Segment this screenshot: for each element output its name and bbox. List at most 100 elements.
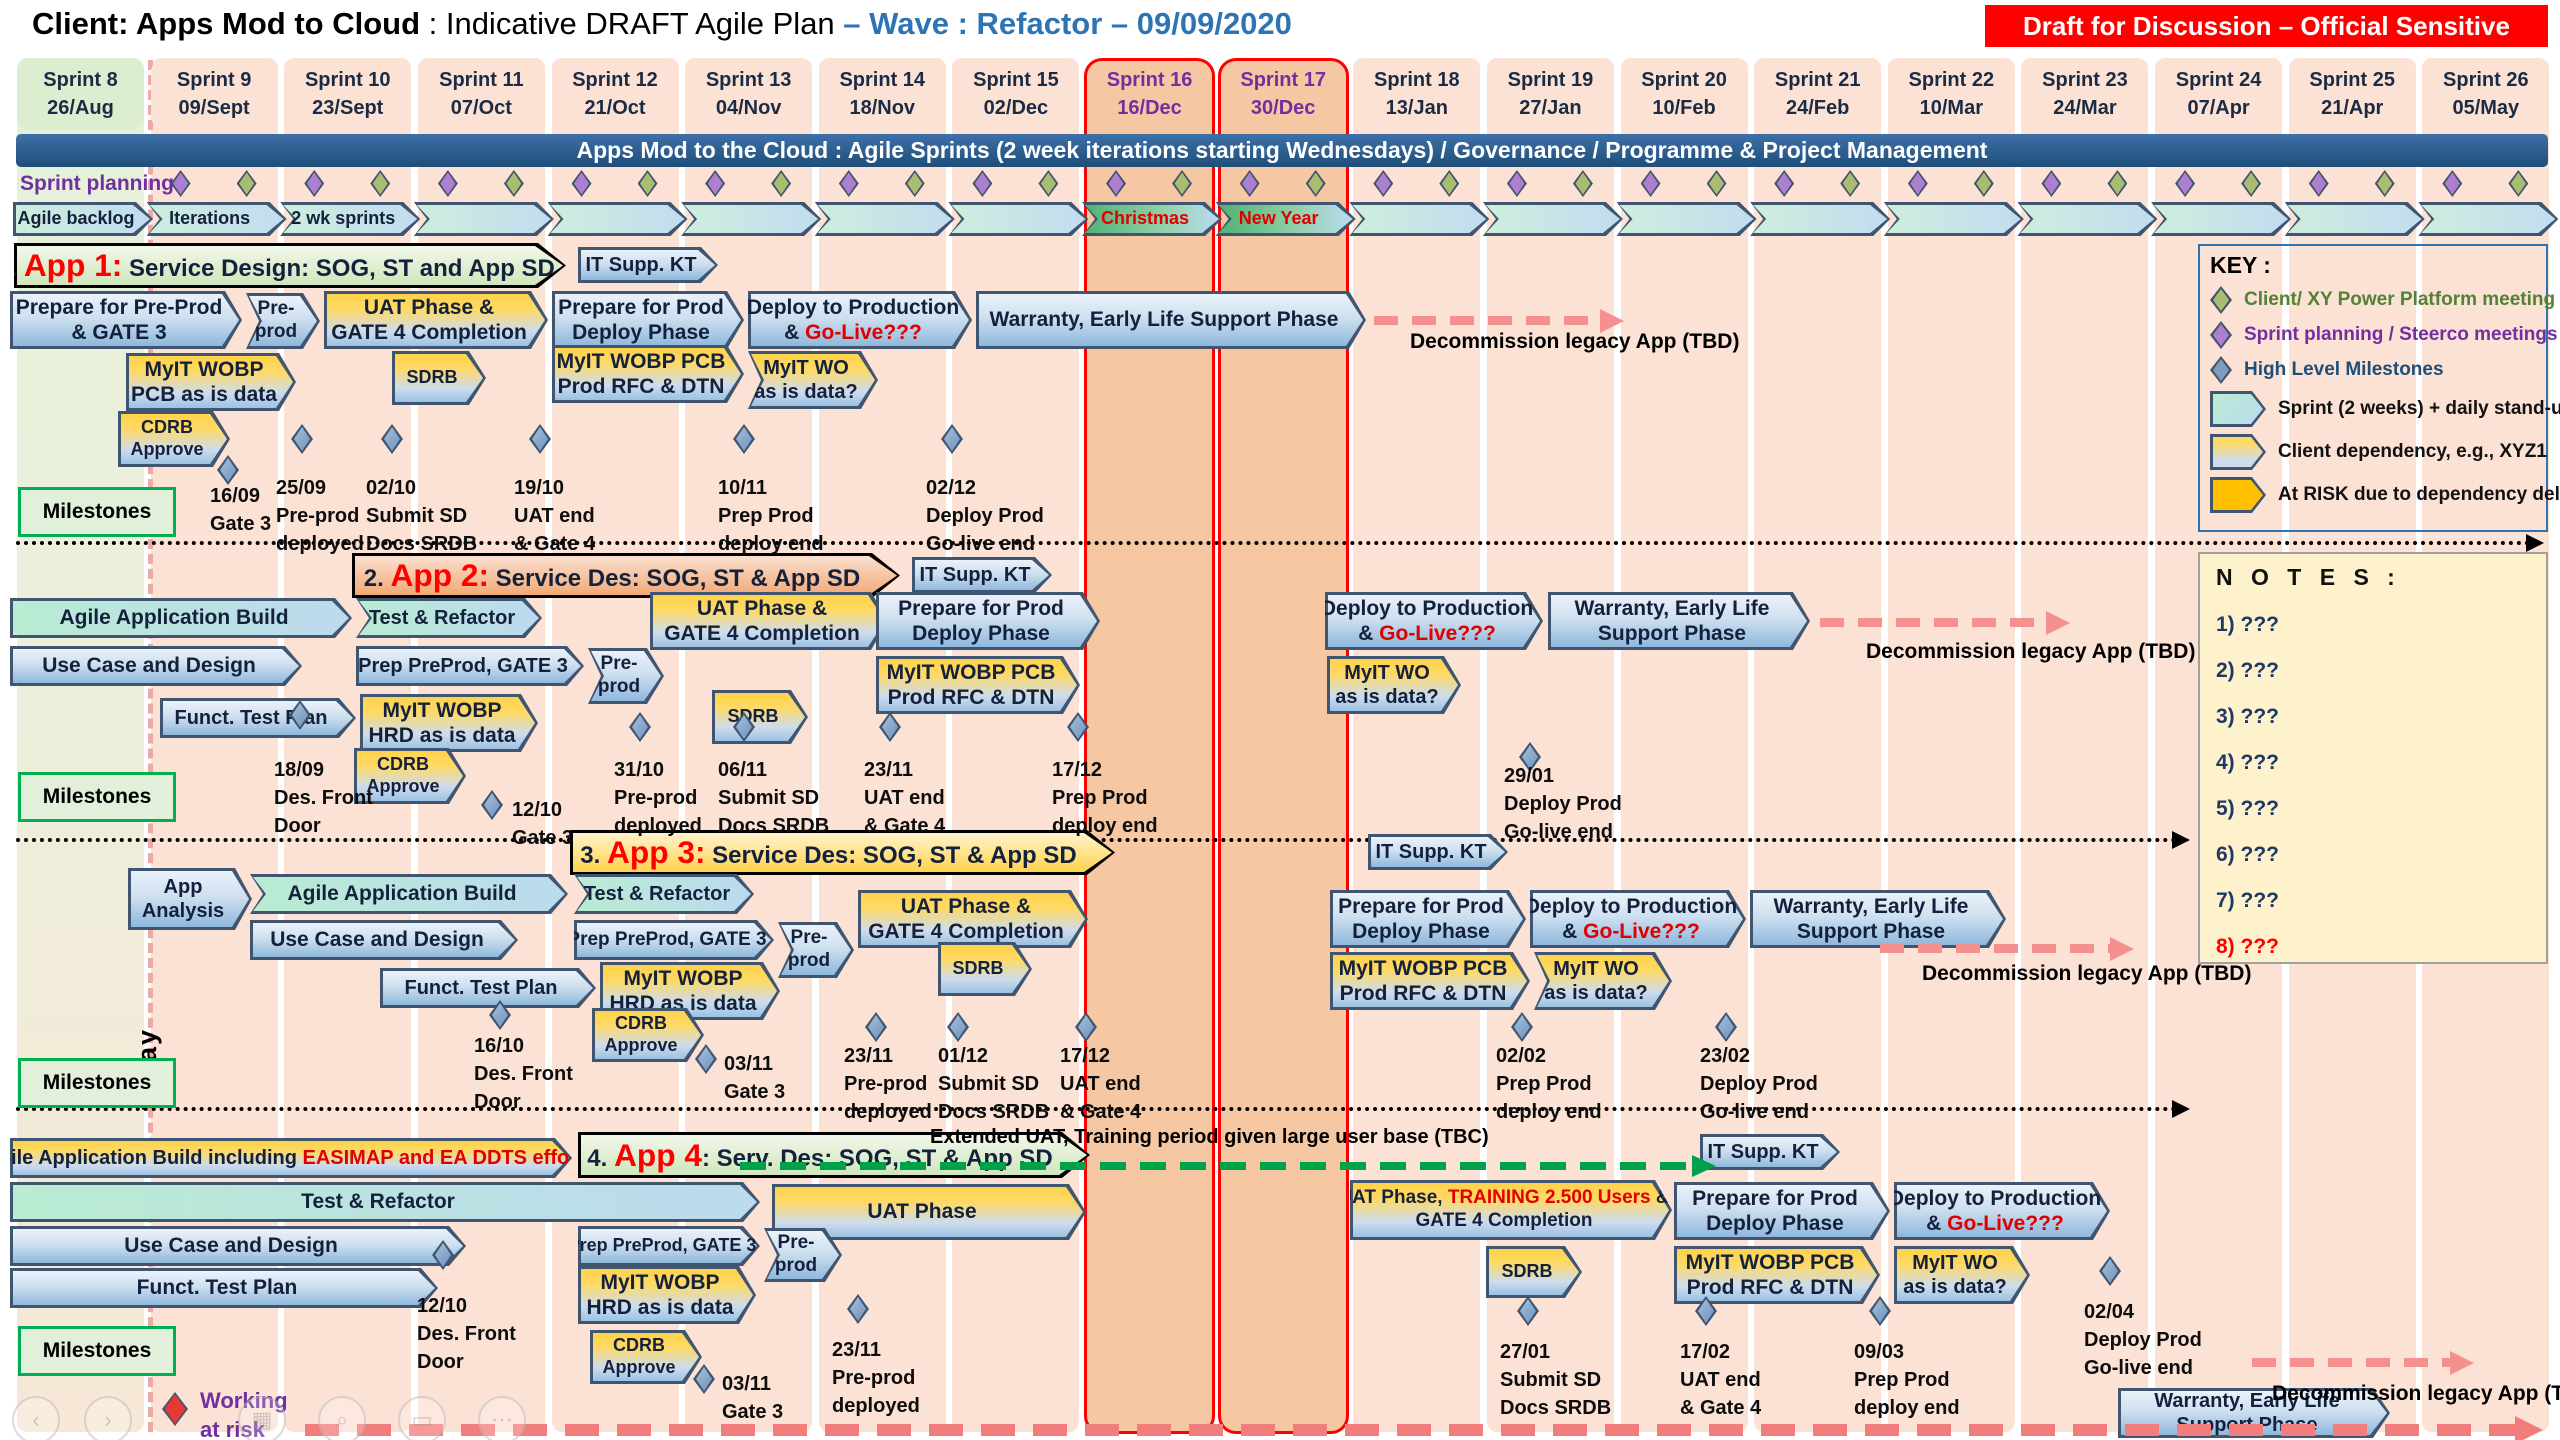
sequence-chevron bbox=[1750, 202, 1890, 236]
milestone-label: 17/12 UAT end & Gate 4 bbox=[1060, 1045, 1142, 1123]
milestone-label: 19/10 UAT end & Gate 4 bbox=[514, 477, 596, 555]
key-item-label: Sprint planning / Steerco meetings bbox=[2244, 324, 2558, 345]
chevron-bar-icon bbox=[2210, 391, 2266, 427]
client-meeting-diamond bbox=[2241, 170, 2262, 197]
sequence-chevron bbox=[681, 202, 821, 236]
sprint-header-sprint-26: Sprint 26 05/May bbox=[2422, 58, 2550, 130]
today-line bbox=[148, 60, 153, 1432]
app4-funct-test-bar: Funct. Test Plan bbox=[10, 1268, 438, 1308]
zoom-button[interactable]: ⌕ bbox=[318, 1396, 366, 1440]
app3-warranty-bar: Warranty, Early Life Support Phase bbox=[1750, 890, 2006, 948]
sprint-planning-diamond bbox=[170, 170, 191, 197]
decommission-arrow bbox=[2252, 1351, 2474, 1375]
milestone-diamond bbox=[1067, 712, 1089, 742]
sprint-header-sprint-19: Sprint 19 27/Jan bbox=[1486, 58, 1614, 130]
sprint-planning-diamond bbox=[972, 170, 993, 197]
note-item: 2) ??? bbox=[2216, 659, 2279, 682]
milestone-diamond bbox=[432, 1240, 454, 1270]
sprint-planning-diamond bbox=[1106, 170, 1127, 197]
milestone-diamond bbox=[1519, 742, 1541, 772]
sprint-header-sprint-16: Sprint 16 16/Dec bbox=[1106, 69, 1193, 119]
sprint-header-sprint-20: Sprint 20 10/Feb bbox=[1620, 58, 1748, 130]
diamond-icon bbox=[2210, 356, 2232, 384]
sprint-planning-diamond bbox=[2041, 170, 2062, 197]
sprint-header-sprint-18: Sprint 18 13/Jan bbox=[1353, 58, 1481, 130]
milestone-label: 18/09 Des. Front Door bbox=[274, 759, 373, 837]
nav-forward-button[interactable]: › bbox=[84, 1396, 132, 1440]
client-meeting-diamond bbox=[236, 170, 257, 197]
client-meeting-diamond bbox=[1439, 170, 1460, 197]
milestone-diamond bbox=[629, 712, 651, 742]
milestone-diamond bbox=[865, 1012, 887, 1042]
app2-cdrb-bar: CDRB Approve bbox=[354, 748, 466, 804]
app4-preprod-bar: Pre-prod bbox=[764, 1228, 842, 1282]
app1-myit-wo-bar: MyIT WO as is data? bbox=[748, 351, 878, 409]
milestone-timeline-arrow bbox=[16, 534, 2544, 552]
key-item-label: Client dependency, e.g., XYZ1 bbox=[2278, 441, 2547, 462]
milestone-diamond bbox=[381, 424, 403, 454]
milestone-diamond bbox=[529, 424, 551, 454]
app1-uat-gate4-bar: UAT Phase & GATE 4 Completion bbox=[324, 291, 548, 349]
app2-myit-hrd-bar: MyIT WOBP HRD as is data bbox=[360, 694, 538, 752]
sprint-header-sprint-15: Sprint 15 02/Dec bbox=[952, 58, 1080, 130]
sequence-chevron bbox=[1617, 202, 1757, 236]
client-meeting-diamond bbox=[1038, 170, 1059, 197]
sprint-planning-diamond bbox=[2442, 170, 2463, 197]
client-meeting-diamond bbox=[637, 170, 658, 197]
sprint-planning-label: Sprint planning bbox=[20, 172, 174, 195]
app3-cdrb-bar: CDRB Approve bbox=[592, 1008, 704, 1062]
sequence-chevron bbox=[1884, 202, 2024, 236]
milestone-label: 23/02 Deploy Prod Go-live end bbox=[1700, 1045, 1818, 1123]
app4-agile-easimap-bar: Agile Application Build including EASIMA… bbox=[10, 1138, 572, 1178]
sequence-chevron-2-wk-sprints: 2 wk sprints bbox=[280, 202, 420, 236]
client-meeting-diamond bbox=[904, 170, 925, 197]
app2-uat-gate4-bar: UAT Phase & GATE 4 Completion bbox=[650, 592, 888, 650]
milestone-diamond bbox=[847, 1294, 869, 1324]
sprint-header-sprint-21: Sprint 21 24/Feb bbox=[1754, 58, 1882, 130]
note-item: 4) ??? bbox=[2216, 751, 2279, 774]
milestone-label: 27/01 Submit SD Docs SRDB bbox=[1500, 1341, 1612, 1419]
app2-test-refactor-bar: Test & Refactor bbox=[356, 598, 542, 638]
app4-myit-wo-bar: MyIT WO as is data? bbox=[1894, 1246, 2030, 1304]
sequence-chevron-new-year: New Year bbox=[1216, 202, 1356, 236]
sprint-planning-diamond bbox=[705, 170, 726, 197]
grid-view-button[interactable]: ▦ bbox=[238, 1396, 286, 1440]
milestone-diamond bbox=[481, 790, 503, 820]
decommission-arrow bbox=[1880, 937, 2134, 961]
milestone-diamond bbox=[217, 455, 239, 485]
title-client: Client: Apps Mod to Cloud bbox=[32, 6, 420, 41]
page-title: Client: Apps Mod to Cloud : Indicative D… bbox=[32, 6, 1292, 42]
app2-it-supp-kt-bar: IT Supp. KT bbox=[912, 557, 1052, 593]
app3-prep-preprod-bar: Prep PreProd, GATE 3 bbox=[574, 920, 774, 960]
app1-prepare-preprod-bar: Prepare for Pre-Prod & GATE 3 bbox=[10, 291, 242, 349]
app1-deploy-production-bar: Deploy to Production & Go-Live??? bbox=[748, 291, 972, 349]
sequence-chevron bbox=[2285, 202, 2425, 236]
milestone-label: 02/04 Deploy Prod Go-live end bbox=[2084, 1301, 2202, 1379]
sprint-planning-diamond bbox=[1506, 170, 1527, 197]
milestone-label: 02/12 Deploy Prod Go-live end bbox=[926, 477, 1044, 555]
app3-test-refactor-bar: Test & Refactor bbox=[574, 874, 754, 914]
app2-sdrb-bar: SDRB bbox=[712, 690, 808, 744]
app3-preprod-bar: Pre-prod bbox=[778, 922, 854, 978]
milestone-diamond bbox=[291, 424, 313, 454]
milestones-box: Milestones bbox=[18, 1326, 176, 1376]
app2-deploy-production-bar: Deploy to Production & Go-Live??? bbox=[1325, 592, 1543, 650]
key-legend-panel: KEY : Client/ XY Power Platform meeting S… bbox=[2198, 244, 2560, 532]
app3-funct-test-bar: Funct. Test Plan bbox=[380, 968, 596, 1008]
milestone-label: 23/11 Pre-prod deployed bbox=[832, 1339, 920, 1417]
sprint-header-sprint-24: Sprint 24 07/Apr bbox=[2155, 58, 2283, 130]
milestones-box: Milestones bbox=[18, 1058, 176, 1108]
more-options-button[interactable]: ⋯ bbox=[478, 1396, 526, 1440]
app3-decommission-note: Decommission legacy App (TBD) bbox=[1922, 962, 2252, 985]
milestone-label: 02/02 Prep Prod deploy end bbox=[1496, 1045, 1602, 1123]
captions-button[interactable]: ▭ bbox=[398, 1396, 446, 1440]
milestone-diamond bbox=[733, 424, 755, 454]
milestone-diamond bbox=[693, 1364, 715, 1394]
key-item: High Level Milestones bbox=[2210, 356, 2536, 384]
extended-uat-arrow bbox=[740, 1155, 1716, 1177]
milestone-timeline-arrow bbox=[16, 831, 2190, 849]
app1-it-supp-kt-bar: IT Supp. KT bbox=[578, 247, 718, 283]
client-meeting-diamond bbox=[1840, 170, 1861, 197]
nav-back-button[interactable]: ‹ bbox=[12, 1396, 60, 1440]
notes-panel: N O T E S : 1) ??? 2) ??? 3) ??? 4) ??? 5) ?… bbox=[2198, 552, 2548, 964]
